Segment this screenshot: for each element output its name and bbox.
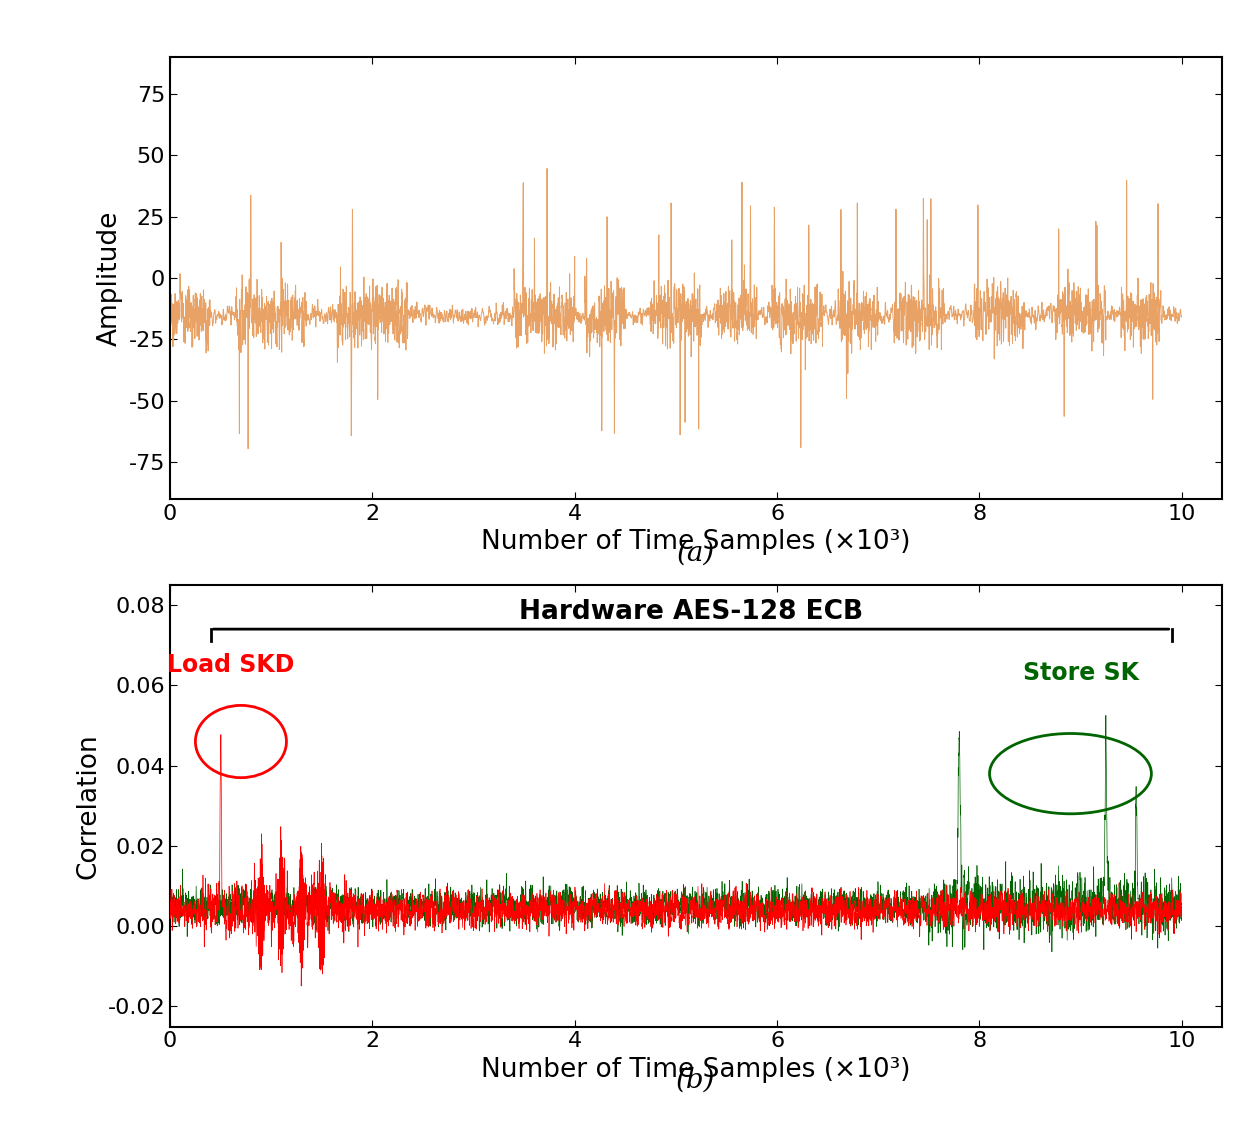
Text: Load SKD: Load SKD — [168, 654, 295, 677]
X-axis label: Number of Time Samples (×10³): Number of Time Samples (×10³) — [481, 530, 911, 555]
Text: (b): (b) — [675, 1067, 716, 1094]
Text: Hardware AES-128 ECB: Hardware AES-128 ECB — [519, 599, 863, 625]
Text: (a): (a) — [677, 539, 714, 567]
Y-axis label: Correlation: Correlation — [76, 733, 102, 879]
Y-axis label: Amplitude: Amplitude — [97, 210, 123, 346]
X-axis label: Number of Time Samples (×10³): Number of Time Samples (×10³) — [481, 1058, 911, 1083]
Text: Store SK: Store SK — [1023, 662, 1139, 686]
